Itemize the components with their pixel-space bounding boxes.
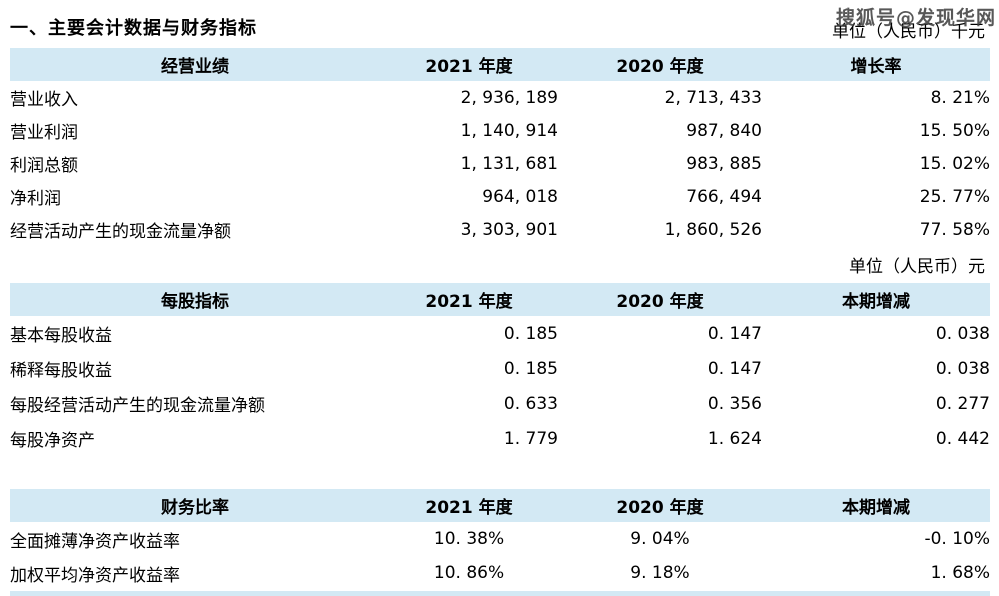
value-2021: 10. 38%	[433, 529, 505, 549]
table-row: 基本每股收益 0. 185 0. 147 0. 038	[10, 316, 990, 351]
value-2021: 964, 018	[482, 186, 558, 207]
value-2021: 1, 131, 681	[460, 153, 558, 174]
table-row: 营业收入 2, 936, 189 2, 713, 433 8. 21%	[10, 81, 990, 114]
column-header: 2020 年度	[558, 48, 762, 81]
row-label: 每股经营活动产生的现金流量净额	[10, 396, 265, 416]
row-label: 加权平均净资产收益率	[10, 565, 180, 586]
value-2021: 10. 86%	[433, 563, 505, 583]
table-header-row: 每股指标 2021 年度 2020 年度 本期增减	[10, 283, 990, 316]
row-label: 营业收入	[10, 90, 78, 110]
value-2020: 0. 147	[707, 358, 762, 379]
watermark-text: 搜狐号@发现华网	[835, 7, 996, 29]
value-2021: 1. 779	[503, 428, 558, 449]
value-change: 0. 038	[935, 323, 990, 344]
value-2020: 983, 885	[686, 153, 762, 174]
value-2020: 766, 494	[686, 186, 762, 207]
table-row: 稀释每股收益 0. 185 0. 147 0. 038	[10, 351, 990, 386]
value-2021: 2, 936, 189	[460, 87, 558, 108]
page-title: 一、主要会计数据与财务指标	[10, 18, 257, 39]
value-2020: 987, 840	[686, 120, 762, 141]
column-header: 经营业绩	[10, 48, 380, 81]
table-header-row: 经营业绩 2021 年度 2020 年度 增长率	[10, 48, 990, 81]
row-label: 净利润	[10, 189, 61, 209]
table-row: 全面摊薄净资产收益率 10. 38% 9. 04% -0. 10%	[10, 522, 990, 556]
column-header: 财务比率	[10, 489, 380, 522]
value-2020: 0. 147	[707, 323, 762, 344]
value-change: 0. 277	[935, 393, 990, 414]
value-2020: 1, 860, 526	[664, 219, 762, 240]
column-header: 本期增减	[762, 283, 990, 316]
value-2021: 0. 185	[503, 358, 558, 379]
row-label: 基本每股收益	[10, 326, 112, 346]
table-row: 利润总额 1, 131, 681 983, 885 15. 02%	[10, 147, 990, 180]
row-label: 稀释每股收益	[10, 361, 112, 381]
value-change: 1. 68%	[930, 563, 990, 583]
value-growth: 15. 02%	[919, 153, 990, 174]
value-growth: 77. 58%	[919, 219, 990, 240]
column-header: 增长率	[762, 48, 990, 81]
table-row: 每股经营活动产生的现金流量净额 0. 633 0. 356 0. 277	[10, 386, 990, 421]
table-row: 经营活动产生的现金流量净额 3, 303, 901 1, 860, 526 77…	[10, 213, 990, 246]
financial-ratios-table: 财务比率 2021 年度 2020 年度 本期增减 全面摊薄净资产收益率 10.…	[10, 489, 990, 590]
row-label: 营业利润	[10, 123, 78, 143]
table-row: 营业利润 1, 140, 914 987, 840 15. 50%	[10, 114, 990, 147]
value-2020: 2, 713, 433	[664, 87, 762, 108]
column-header: 2020 年度	[558, 283, 762, 316]
row-label: 每股净资产	[10, 431, 95, 451]
value-2020: 1. 624	[707, 428, 762, 449]
value-2021: 0. 633	[503, 393, 558, 414]
table-header-row: 财务比率 2021 年度 2020 年度 本期增减	[10, 489, 990, 522]
unit-note-rmb: 单位（人民币）元	[849, 257, 985, 277]
value-2020: 9. 04%	[630, 529, 690, 549]
column-header: 每股指标	[10, 283, 380, 316]
column-header: 2020 年度	[558, 489, 762, 522]
row-label: 利润总额	[10, 156, 78, 176]
row-label: 全面摊薄净资产收益率	[10, 531, 180, 552]
value-2021: 0. 185	[503, 323, 558, 344]
unit-note-thousand-rmb: 单位（人民币）千元	[832, 22, 985, 42]
value-2020: 9. 18%	[630, 563, 690, 583]
value-2021: 3, 303, 901	[460, 219, 558, 240]
column-header: 本期增减	[762, 489, 990, 522]
value-change: 0. 442	[935, 428, 990, 449]
value-2021: 1, 140, 914	[460, 120, 558, 141]
table-row: 每股净资产 1. 779 1. 624 0. 442	[10, 421, 990, 456]
per-share-indicators-table: 每股指标 2021 年度 2020 年度 本期增减 基本每股收益 0. 185 …	[10, 283, 990, 456]
column-header: 2021 年度	[380, 489, 558, 522]
column-header: 2021 年度	[380, 48, 558, 81]
value-growth: 8. 21%	[930, 87, 990, 108]
table-row: 加权平均净资产收益率 10. 86% 9. 18% 1. 68%	[10, 556, 990, 590]
row-label: 经营活动产生的现金流量净额	[10, 222, 231, 242]
next-table-header-strip	[10, 591, 990, 596]
operating-results-table: 经营业绩 2021 年度 2020 年度 增长率 营业收入 2, 936, 18…	[10, 48, 990, 246]
value-growth: 15. 50%	[919, 120, 990, 141]
value-change: 0. 038	[935, 358, 990, 379]
column-header: 2021 年度	[380, 283, 558, 316]
value-growth: 25. 77%	[919, 186, 990, 207]
value-change: -0. 10%	[924, 529, 990, 549]
value-2020: 0. 356	[707, 393, 762, 414]
table-row: 净利润 964, 018 766, 494 25. 77%	[10, 180, 990, 213]
